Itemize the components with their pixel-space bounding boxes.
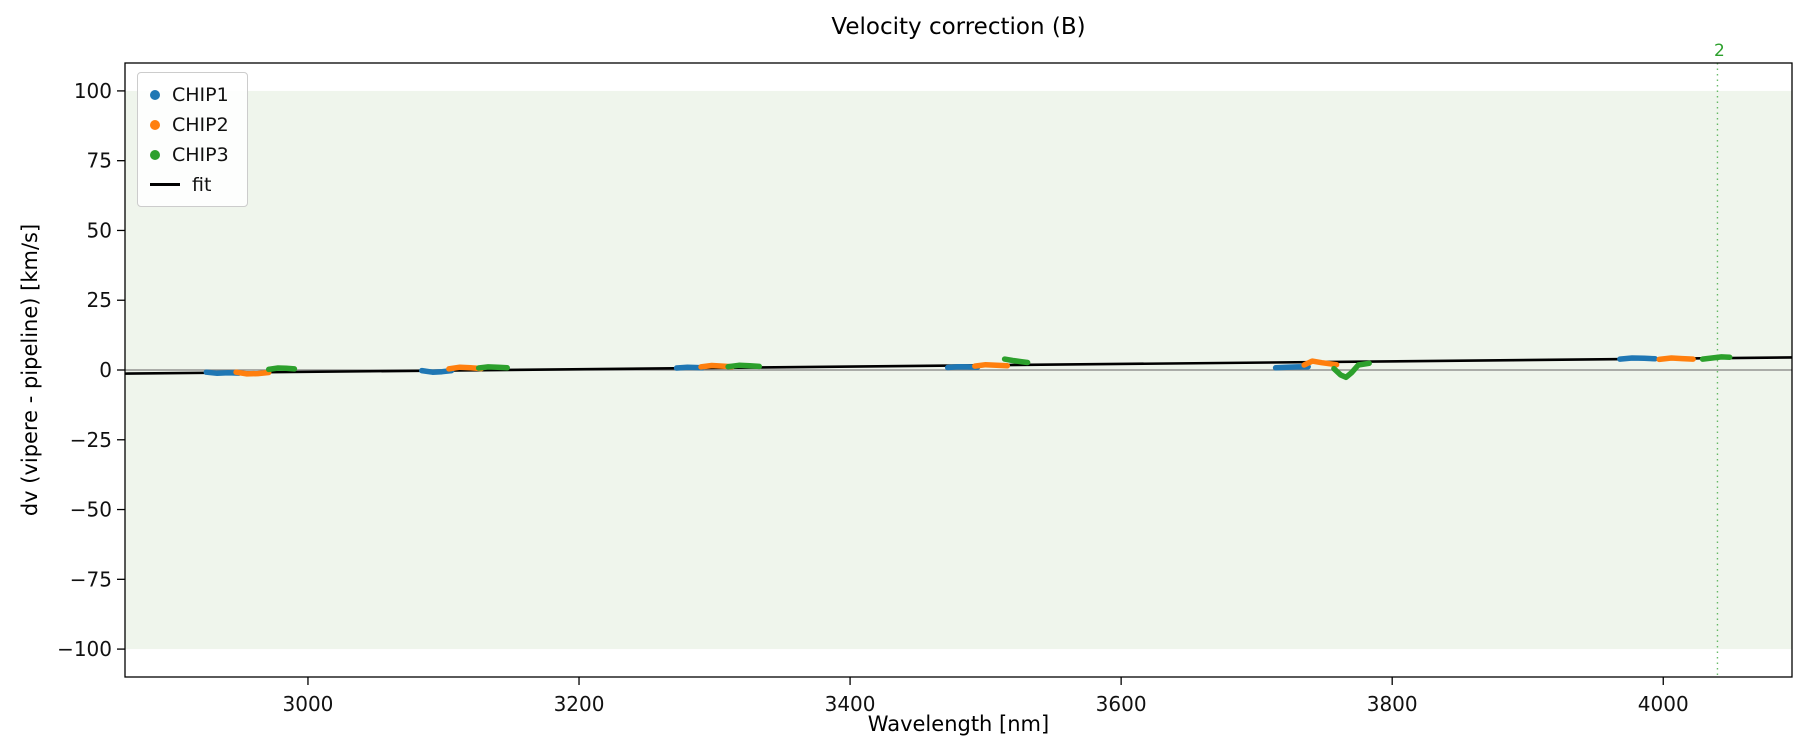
- legend-entry-chip3: CHIP3: [150, 141, 229, 168]
- data-segment-chip2: [972, 361, 1011, 369]
- data-segment-chip2: [233, 369, 272, 377]
- x-axis-label: Wavelength [nm]: [867, 712, 1050, 736]
- legend-label-chip3: CHIP3: [172, 143, 229, 166]
- data-segment-chip3: [475, 364, 510, 371]
- data-segment-chip3: [1699, 354, 1733, 362]
- chip2-dot-icon: [150, 119, 160, 130]
- y-tick-label: 75: [87, 149, 112, 173]
- data-segment-chip2: [1301, 358, 1340, 368]
- y-tick-label: −25: [70, 428, 112, 452]
- x-tick-label: 3000: [283, 692, 334, 716]
- y-tick-label: 25: [87, 288, 112, 312]
- data-segment-chip1: [203, 369, 242, 377]
- order-annotation: 2: [1714, 41, 1725, 61]
- chart-title: Velocity correction (B): [831, 14, 1086, 40]
- data-segment-chip1: [1617, 355, 1658, 362]
- x-tick-label: 3200: [554, 692, 605, 716]
- y-tick-label: 100: [74, 79, 112, 103]
- chip1-dot-icon: [150, 89, 160, 100]
- data-segment-chip2: [1656, 355, 1696, 363]
- data-segment-chip3: [725, 362, 763, 370]
- legend-label-chip2: CHIP2: [172, 113, 229, 136]
- chip3-dot-icon: [150, 149, 160, 160]
- legend-entry-chip2: CHIP2: [150, 111, 229, 138]
- data-segment-chip3: [1331, 360, 1372, 381]
- y-tick-label: 0: [99, 358, 112, 382]
- y-tick-label: −75: [70, 567, 112, 591]
- y-tick-label: −50: [70, 498, 112, 522]
- legend-entry-fit: fit: [150, 171, 229, 198]
- y-tick-label: −100: [57, 637, 112, 661]
- legend-entry-chip1: CHIP1: [150, 81, 229, 108]
- data-segment-chip3: [1001, 356, 1031, 366]
- legend-label-chip1: CHIP1: [172, 83, 229, 106]
- x-tick-label: 3800: [1367, 692, 1418, 716]
- data-segment-chip1: [419, 367, 455, 375]
- x-tick-label: 3400: [825, 692, 876, 716]
- fit-line-icon: [150, 183, 180, 186]
- x-tick-label: 3600: [1096, 692, 1147, 716]
- legend: CHIP1 CHIP2 CHIP3 fit: [137, 72, 248, 207]
- data-segment-chip3: [265, 365, 298, 373]
- legend-label-fit: fit: [192, 173, 212, 196]
- x-tick-label: 4000: [1638, 692, 1689, 716]
- y-tick-label: 50: [87, 218, 112, 242]
- y-axis-label: dv (vipere - pipeline) [km/s]: [18, 223, 42, 517]
